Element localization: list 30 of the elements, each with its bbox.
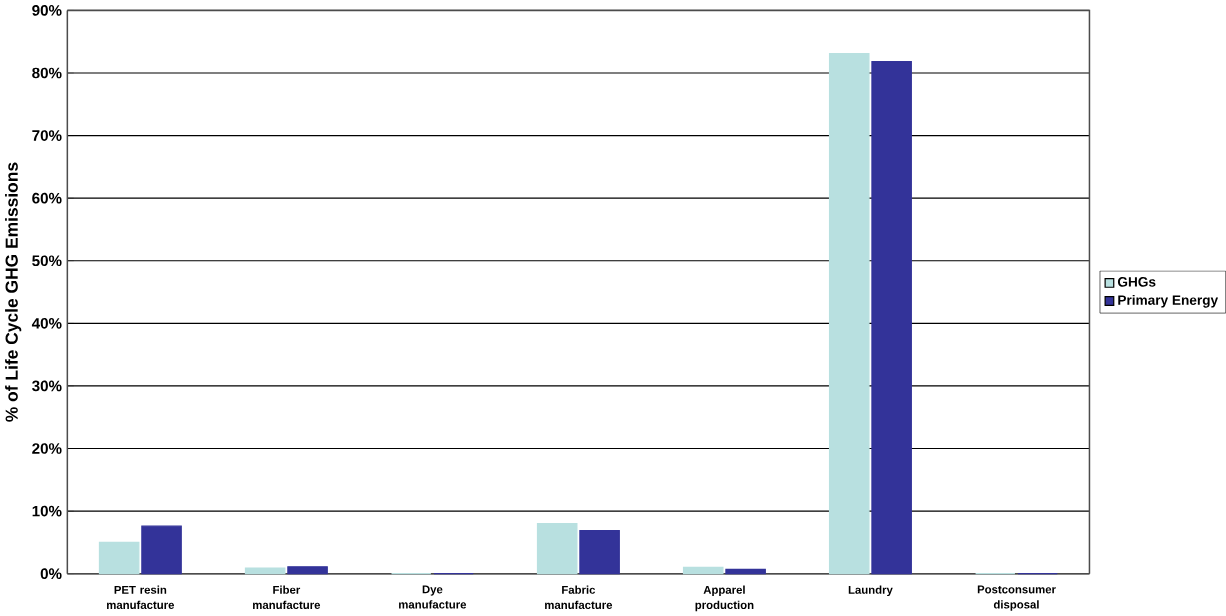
y-tick-label: 0%	[40, 568, 62, 579]
bar	[141, 525, 182, 575]
bar	[287, 566, 328, 575]
y-tick-label: 40%	[31, 317, 62, 329]
bar	[579, 529, 620, 575]
y-tick-label: 30%	[32, 380, 62, 392]
x-tick-label: Postconsumer disposal	[977, 585, 1056, 611]
x-tick-label: Laundry	[848, 585, 893, 596]
y-tick-label: 50%	[32, 255, 62, 266]
x-tick-label: Dye manufacture	[399, 585, 467, 609]
x-tick-label: PET resin manufacture	[107, 585, 175, 609]
x-tick-label: Fabric manufacture	[545, 585, 613, 609]
y-tick-label: 80%	[32, 67, 62, 79]
y-tick-label: 10%	[32, 505, 62, 517]
bar	[871, 60, 912, 575]
y-tick-label: 70%	[32, 130, 62, 141]
bar	[98, 541, 140, 575]
bar	[725, 568, 766, 575]
y-tick-label: 90%	[32, 4, 62, 16]
y-axis-title: % of Life Cycle GHG Emissions	[5, 162, 22, 422]
bar	[682, 566, 724, 575]
y-tick-label: 20%	[32, 443, 62, 454]
bar	[536, 522, 578, 575]
y-tick-label: 60%	[32, 192, 62, 204]
x-tick-label: Apparel production	[695, 585, 754, 612]
x-tick-label: Fiber manufacture	[253, 585, 321, 609]
legend-label: GHGs	[1117, 276, 1156, 287]
bar	[244, 567, 286, 575]
bar	[828, 52, 870, 575]
legend-label: Primary Energy	[1118, 294, 1219, 308]
